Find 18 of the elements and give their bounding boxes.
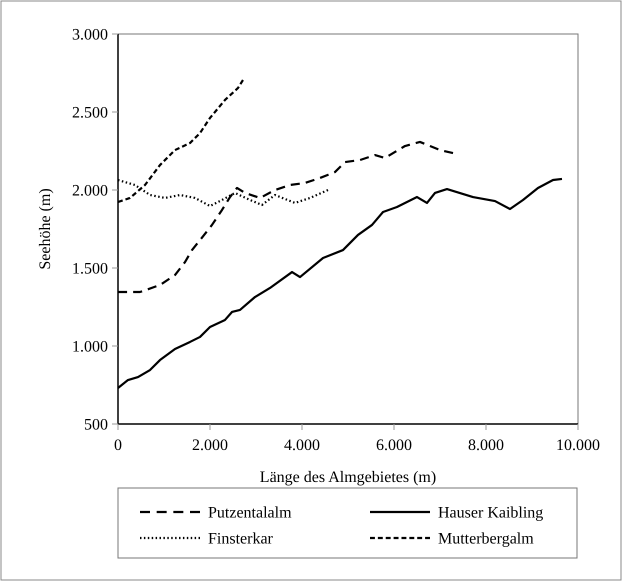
y-tick-label: 500 <box>84 416 108 434</box>
x-tick-label: 2.000 <box>192 437 228 454</box>
legend-label: Putzentalalm <box>208 504 292 522</box>
x-tick-label: 4.000 <box>284 437 320 454</box>
y-tick-label: 1.500 <box>72 260 108 278</box>
y-tick-label: 2.000 <box>72 182 108 200</box>
x-tick-label: 0 <box>114 437 122 454</box>
y-axis-title: Seehöhe (m) <box>37 188 54 270</box>
legend-label: Hauser Kaibling <box>438 504 544 522</box>
x-tick-label: 10.000 <box>556 437 600 454</box>
legend-label: Finsterkar <box>208 530 274 548</box>
legend-label: Mutterbergalm <box>438 530 534 548</box>
y-tick-label: 2.500 <box>72 104 108 122</box>
x-tick-label: 8.000 <box>468 437 504 454</box>
x-tick-label: 6.000 <box>376 437 412 454</box>
y-tick-label: 3.000 <box>72 26 108 44</box>
y-tick-label: 1.000 <box>72 338 108 356</box>
x-axis-title: Länge des Almgebietes (m) <box>260 469 436 486</box>
